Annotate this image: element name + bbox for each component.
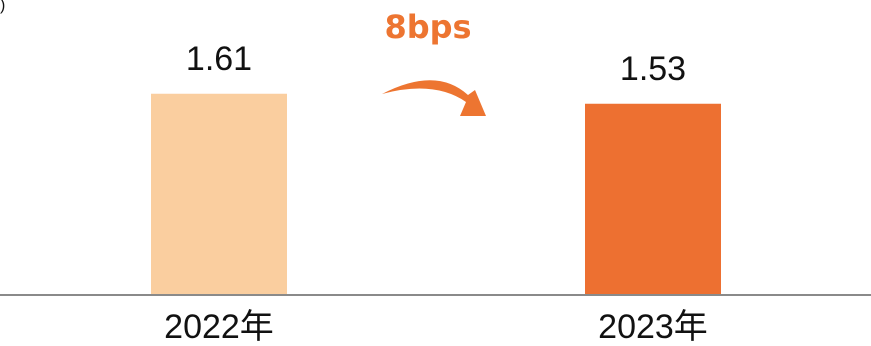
bar-0 [151, 93, 287, 295]
value-label-0: 1.61 [186, 40, 252, 78]
value-labels-group: 1.61 1.53 [186, 40, 686, 88]
category-label-1: 2023年 [598, 308, 708, 346]
corner-mark: ) [0, 0, 5, 14]
category-labels-group: 2022年 2023年 [164, 308, 708, 346]
curved-arrow-icon [382, 80, 486, 116]
category-label-0: 2022年 [164, 308, 274, 346]
value-label-1: 1.53 [620, 50, 686, 88]
change-annotation: 8bps [384, 8, 471, 46]
bar-1 [585, 103, 721, 295]
bars-group [151, 93, 721, 295]
